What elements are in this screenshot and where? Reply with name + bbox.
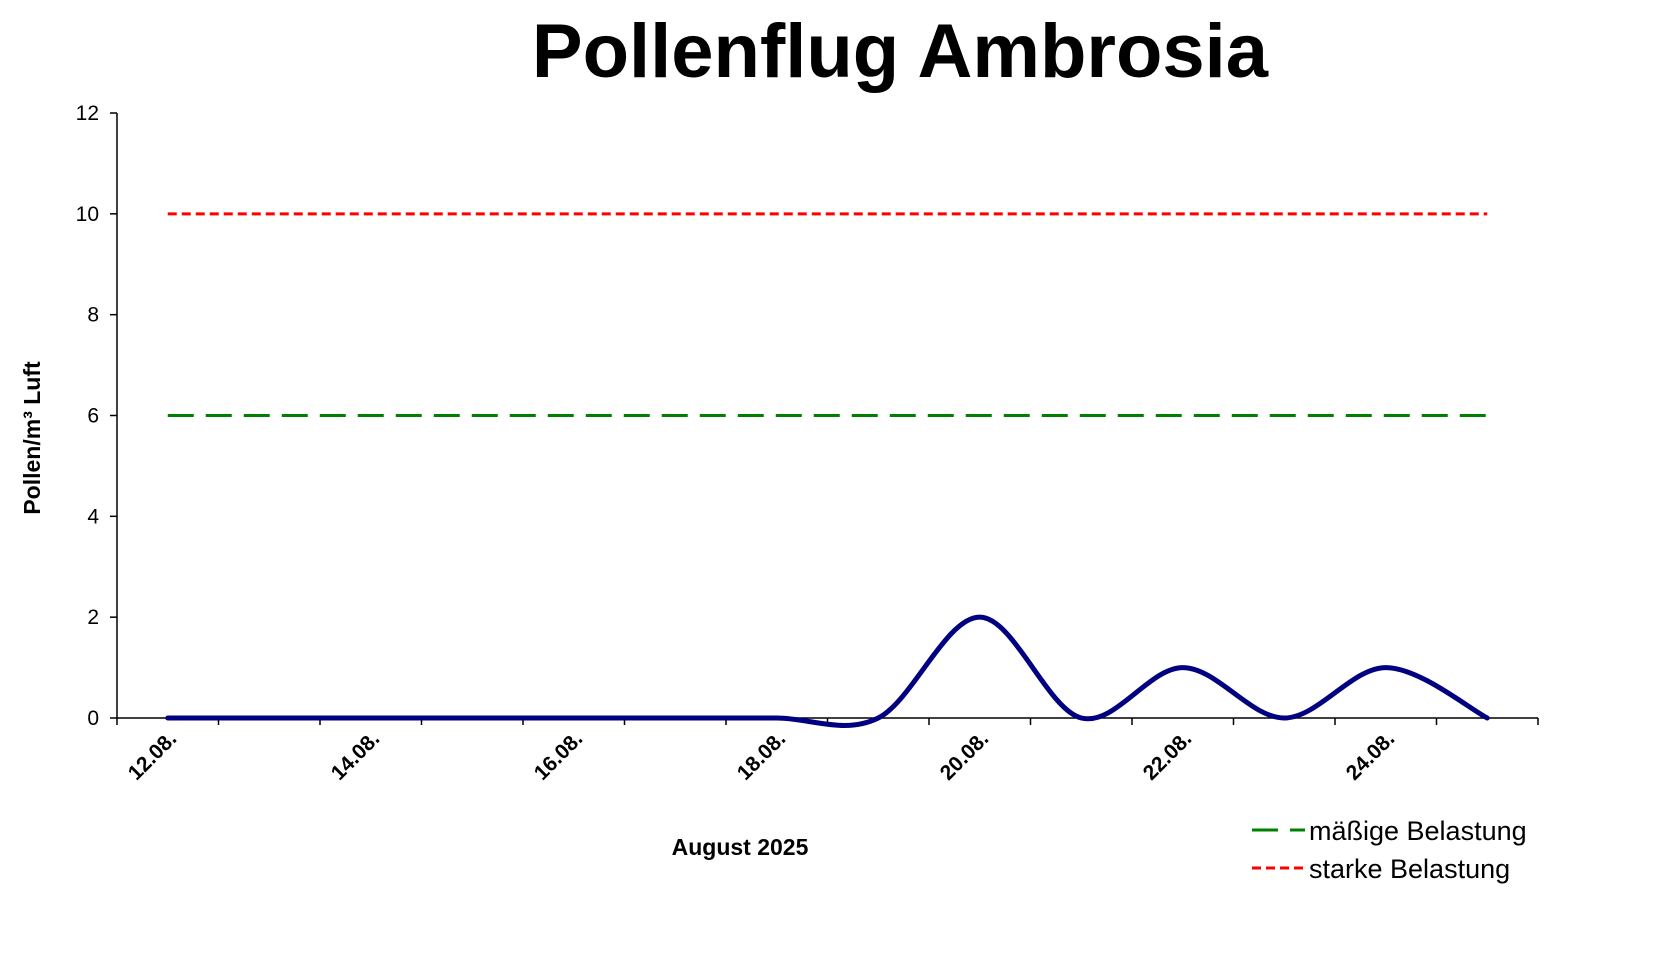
legend: mäßige Belastung starke Belastung xyxy=(1252,816,1527,884)
y-tick-label: 0 xyxy=(87,707,99,730)
x-tick-label: 18.08. xyxy=(733,727,791,785)
y-tick-label: 12 xyxy=(76,102,99,125)
x-tick-label: 20.08. xyxy=(936,727,994,785)
chart-title: Pollenflug Ambrosia xyxy=(531,9,1269,94)
series-line-pollen xyxy=(165,614,1490,728)
legend-label: starke Belastung xyxy=(1309,854,1510,884)
x-tick-label: 22.08. xyxy=(1139,727,1197,785)
y-tick-label: 2 xyxy=(87,606,99,629)
y-tick-label: 8 xyxy=(87,304,99,327)
x-tick-label: 12.08. xyxy=(124,727,182,785)
x-axis-title: August 2025 xyxy=(672,834,809,860)
series-layer xyxy=(165,212,1490,728)
y-tick-label: 4 xyxy=(87,505,99,528)
y-axis-title: Pollen/m³ Luft xyxy=(19,361,45,515)
x-tick-label: 14.08. xyxy=(327,727,385,785)
x-tick-label: 24.08. xyxy=(1342,727,1400,785)
legend-label: mäßige Belastung xyxy=(1309,816,1527,846)
y-tick-label: 10 xyxy=(76,203,99,226)
axes: 0 2 4 6 8 10 12 12.08. 14.08. 16.08. 18.08. 20.08. 2… xyxy=(76,102,1539,785)
y-tick-label: 6 xyxy=(87,405,99,428)
x-tick-label: 16.08. xyxy=(530,727,588,785)
